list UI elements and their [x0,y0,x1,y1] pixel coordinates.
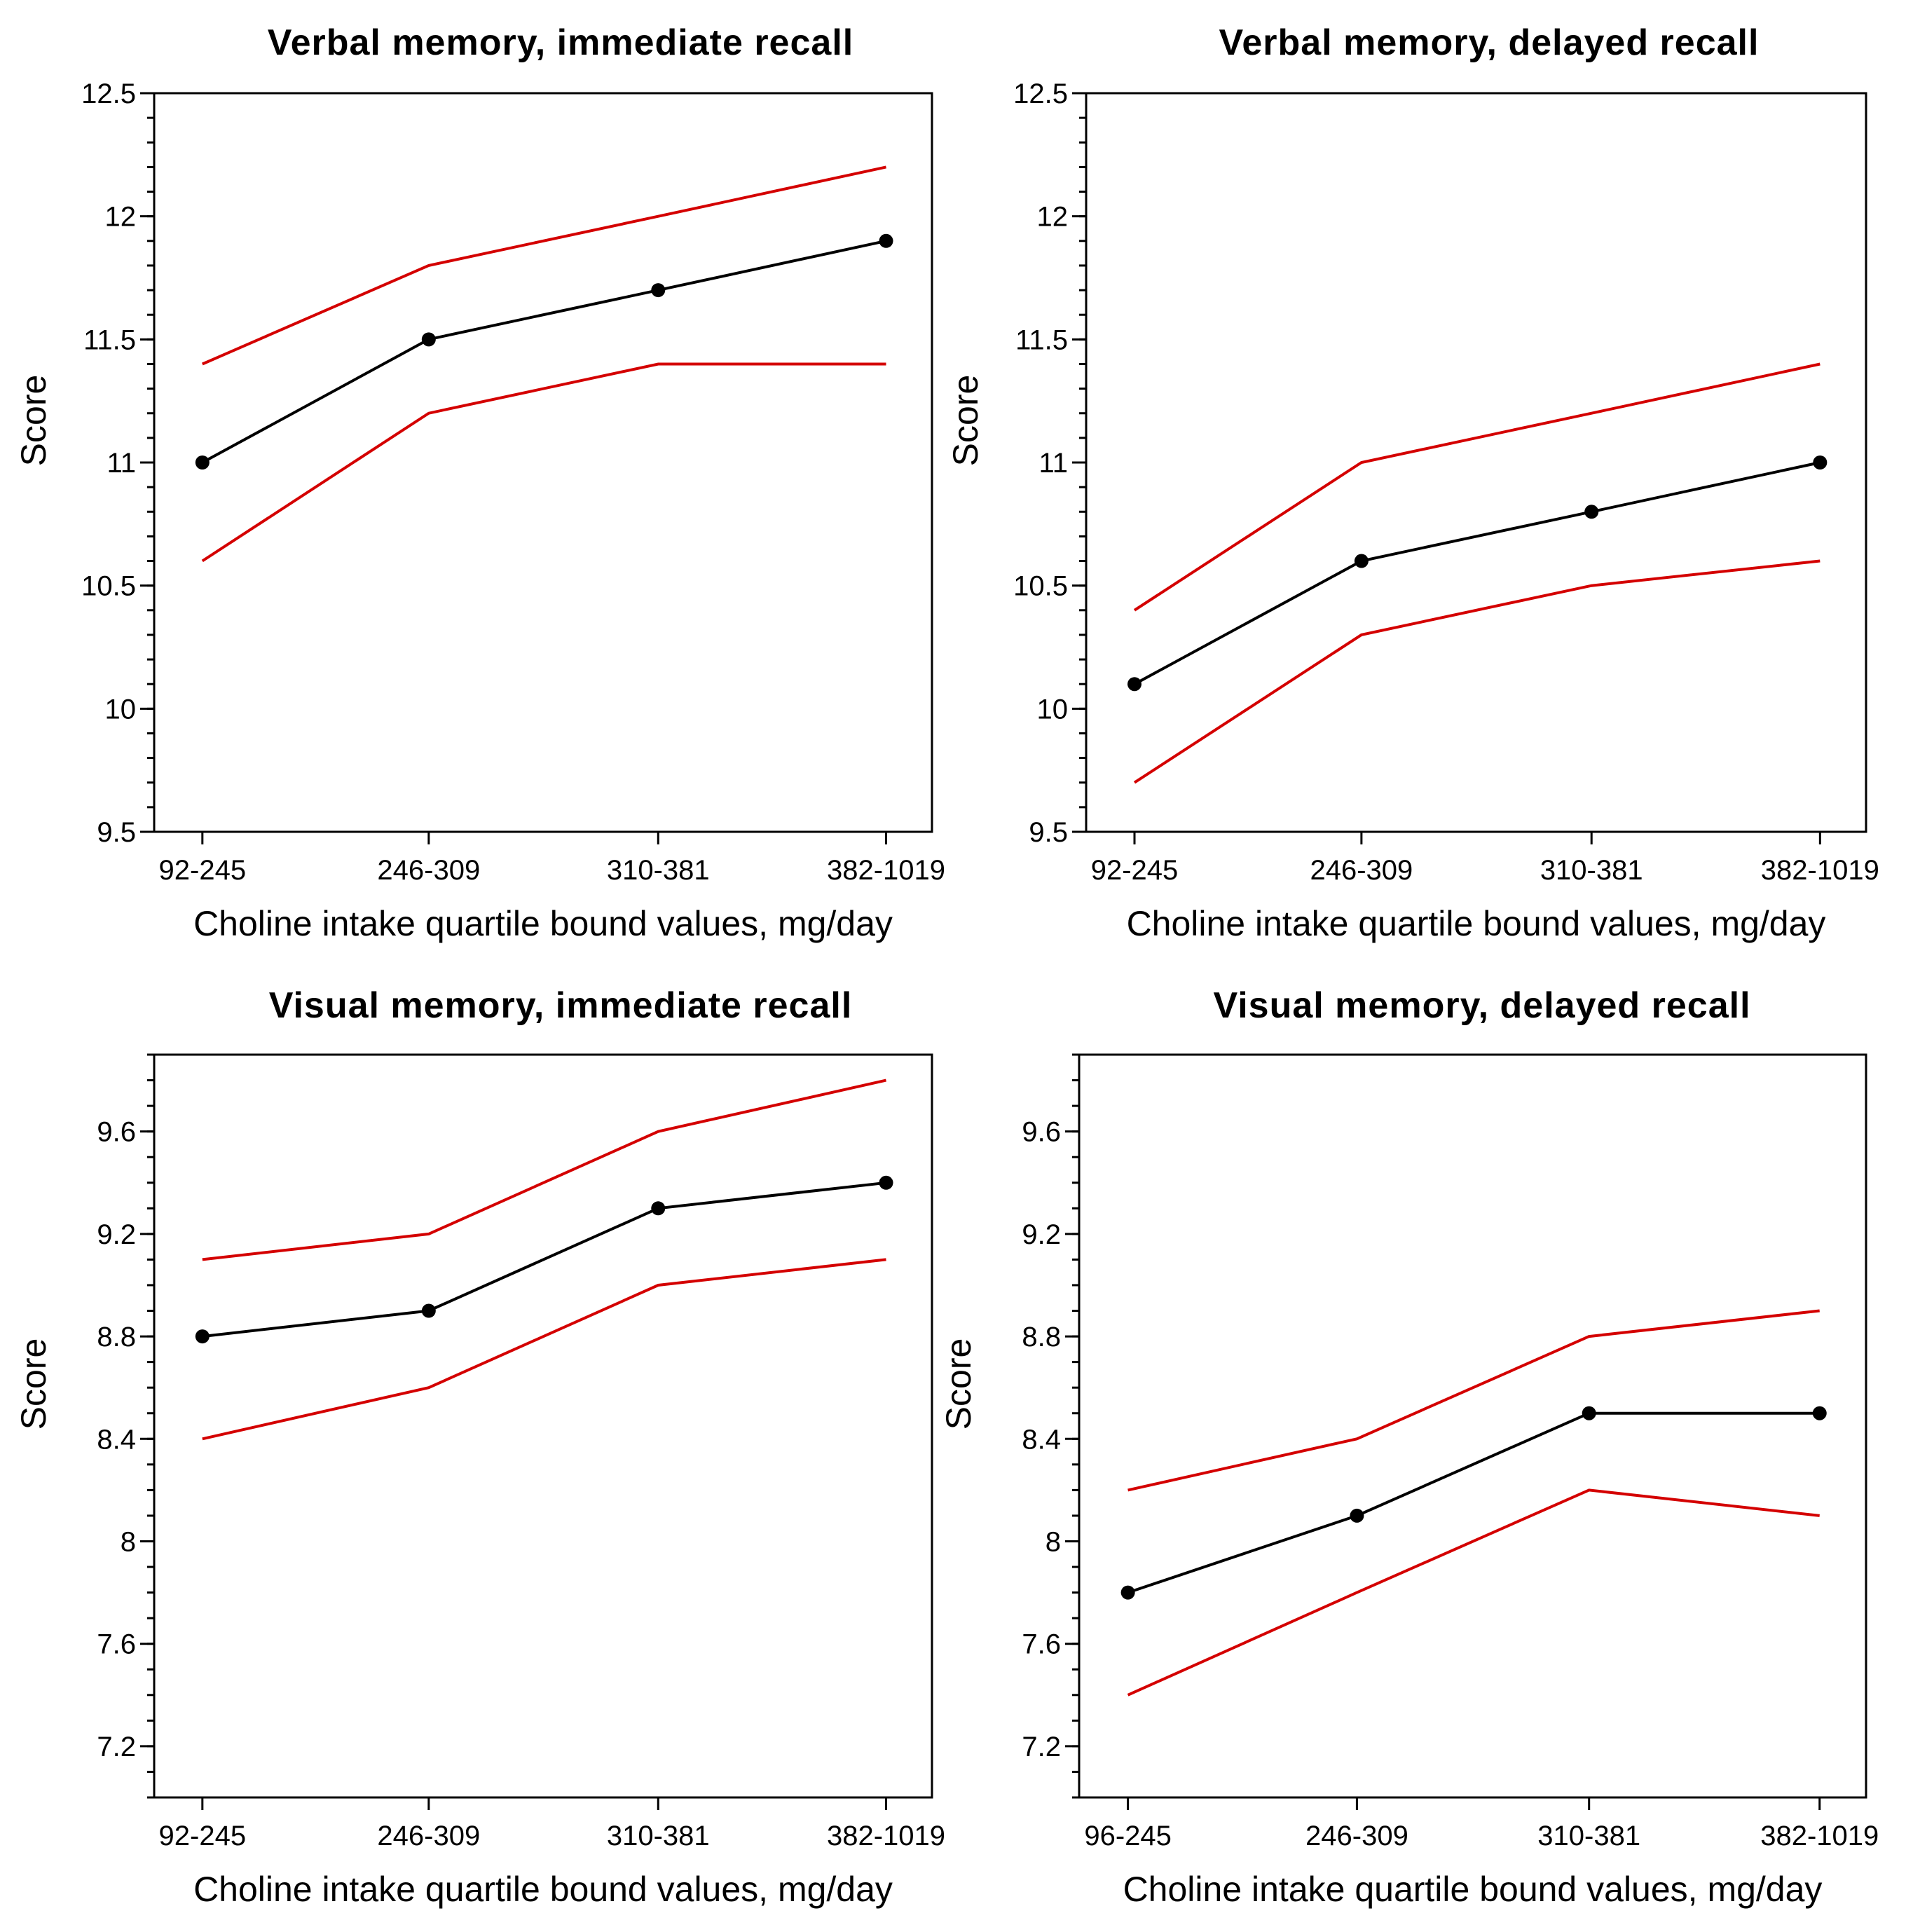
x-tick-label: 382-1019 [1760,1821,1879,1851]
x-tick-label: 310-381 [1540,855,1643,886]
x-axis-title: Choline intake quartile bound values, mg… [1127,904,1826,943]
x-tick-label: 310-381 [607,1821,710,1851]
y-tick-label: 12 [105,202,137,233]
lower-ci-line [1133,559,1821,784]
y-tick-label: 11.5 [83,324,136,355]
y-tick-label: 9.2 [97,1219,136,1250]
mean-point [1813,455,1828,470]
mean-point [879,1175,893,1190]
y-axis-title: Score [946,375,985,467]
mean-point [1584,505,1599,519]
upper-ci-line [1133,362,1821,612]
x-tick-label: 382-1019 [1761,855,1879,886]
x-tick-label: 246-309 [377,1821,480,1851]
y-tick-label: 10 [105,694,137,725]
panel-verbal-delayed: Verbal memory, delayed recall 9.5 10 10.5 11… [946,22,1879,943]
y-tick-label: 8.8 [97,1322,136,1352]
y-tick-label: 9.2 [1022,1219,1061,1250]
y-tick-label: 8.8 [1022,1322,1061,1352]
panel-visual-delayed: Visual memory, delayed recall 7.2 7.6 8 8.4 8… [939,985,1879,1909]
y-tick-label: 11 [1038,448,1068,479]
mean-point [1127,677,1142,692]
mean-point [651,283,666,298]
mean-point [421,332,436,347]
y-tick-label: 12.5 [1013,78,1068,109]
panel-visual-immediate: Visual memory, immediate recall 7.2 7.6 8 8.… [14,985,945,1909]
plot-frame [153,92,933,833]
upper-ci-line [202,1078,886,1261]
chart-title: Visual memory, delayed recall [1213,985,1750,1026]
y-tick-label: 8 [1045,1526,1061,1557]
y-tick-label: 8 [121,1526,136,1557]
x-tick-label: 382-1019 [827,855,945,886]
x-tick-label: 96-245 [1084,1821,1172,1851]
x-tick-label: 246-309 [1310,855,1413,886]
mean-line [1134,461,1821,685]
y-tick-label: 11.5 [1015,324,1068,355]
x-tick-label: 92-245 [1091,855,1179,886]
y-tick-label: 9.5 [97,817,136,848]
y-tick-label: 7.6 [1022,1629,1061,1660]
x-tick-label: 310-381 [607,855,710,886]
plot-frame [153,1053,933,1799]
x-axis-title: Choline intake quartile bound values, mg… [193,904,893,943]
y-tick-label: 10 [1037,694,1069,725]
mean-point [421,1303,436,1318]
x-tick-label: 92-245 [159,1821,247,1851]
y-tick-label: 9.5 [1029,817,1068,848]
lower-ci-line [201,362,886,563]
x-tick-label: 246-309 [377,855,480,886]
y-axis-title: Score [939,1338,978,1430]
y-tick-label: 8.4 [97,1424,136,1455]
lower-ci-line [1127,1488,1820,1697]
mean-point [1582,1406,1596,1420]
x-tick-label: 310-381 [1537,1821,1640,1851]
chart-title: Verbal memory, delayed recall [1219,22,1760,63]
panel-verbal-immediate: Verbal memory, immediate recall 9.5 10 10.5… [14,22,945,943]
x-axis-title: Choline intake quartile bound values, mg… [193,1870,893,1909]
x-tick-label: 382-1019 [827,1821,945,1851]
chart-title: Visual memory, immediate recall [269,985,853,1026]
mean-point [1812,1406,1827,1420]
plot-frame [1078,1053,1867,1799]
mean-line [201,239,886,464]
y-tick-label: 11 [107,448,136,479]
plot-frame [1085,92,1867,833]
y-tick-label: 7.2 [97,1732,136,1762]
y-tick-label: 8.4 [1022,1424,1061,1455]
y-axis-title: Score [14,375,53,467]
y-tick-label: 10.5 [81,571,136,602]
mean-line [1127,1411,1820,1594]
mean-point [879,233,893,248]
x-axis-title: Choline intake quartile bound values, mg… [1123,1870,1823,1909]
y-tick-label: 7.2 [1022,1732,1061,1762]
y-axis-title: Score [14,1338,53,1430]
x-tick-label: 92-245 [159,855,247,886]
mean-point [651,1201,666,1216]
mean-point [195,1329,210,1344]
mean-point [1350,1508,1364,1523]
chart-title: Verbal memory, immediate recall [268,22,853,63]
x-tick-label: 246-309 [1305,1821,1408,1851]
lower-ci-line [202,1258,886,1441]
y-tick-label: 9.6 [97,1117,136,1148]
y-tick-label: 12.5 [81,78,136,109]
mean-line [202,1181,886,1338]
upper-ci-line [1127,1309,1820,1492]
y-tick-label: 9.6 [1022,1117,1061,1148]
mean-point [195,455,210,470]
mean-point [1354,554,1369,568]
y-tick-label: 10.5 [1013,571,1068,602]
upper-ci-line [202,165,886,366]
y-tick-label: 7.6 [97,1629,136,1660]
mean-point [1120,1585,1135,1600]
y-tick-label: 12 [1037,202,1069,233]
